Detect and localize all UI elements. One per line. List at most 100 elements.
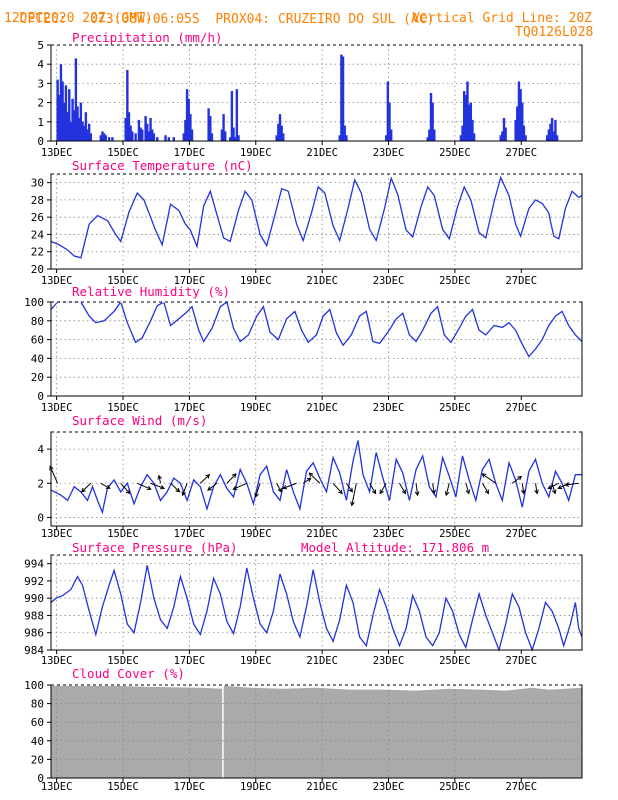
wind-arrow-head bbox=[308, 472, 314, 478]
x-tick-label: 17DEC bbox=[174, 275, 206, 287]
y-tick-label: 100 bbox=[24, 296, 44, 309]
precip-bar bbox=[172, 137, 175, 141]
y-tick-label: 990 bbox=[24, 592, 44, 605]
precip-bar bbox=[499, 135, 502, 141]
y-tick-label: 0 bbox=[37, 390, 44, 403]
wind-arrow bbox=[207, 482, 218, 491]
precip-bar bbox=[82, 125, 86, 141]
precip-bar bbox=[471, 119, 474, 141]
precip-bar bbox=[343, 125, 346, 141]
wind-arrow bbox=[369, 483, 377, 494]
precip-bar bbox=[182, 133, 185, 141]
precip-bar bbox=[522, 125, 526, 141]
x-tick-label: 15DEC bbox=[107, 781, 139, 793]
precip-bar bbox=[167, 137, 171, 141]
wind-arrow-head bbox=[254, 492, 259, 498]
wind-arrow-head bbox=[105, 484, 111, 489]
x-tick-label: 23DEC bbox=[373, 147, 405, 159]
wind_speed-line bbox=[50, 440, 582, 515]
precip-bar bbox=[504, 127, 507, 141]
wind-arrow bbox=[233, 482, 248, 490]
wind-arrow-head bbox=[232, 485, 238, 491]
precip-bar bbox=[233, 137, 237, 141]
x-tick-label: 25DEC bbox=[439, 147, 471, 159]
precip-bar bbox=[237, 135, 240, 141]
x-tick-label: 17DEC bbox=[174, 402, 206, 414]
x-tick-label: 19DEC bbox=[240, 275, 272, 287]
precip-bar bbox=[282, 133, 285, 141]
precip-bar bbox=[461, 125, 464, 141]
x-tick-label: 13DEC bbox=[41, 528, 73, 540]
precip-bar bbox=[101, 131, 104, 141]
precip-bar bbox=[164, 135, 167, 141]
precip-bar bbox=[144, 116, 147, 141]
precip-bar bbox=[229, 137, 232, 141]
precip-bar bbox=[104, 135, 107, 141]
wind-arrow-head bbox=[484, 489, 489, 495]
header-coords: 073:08W-06:05S bbox=[90, 12, 200, 27]
y-tick-label: 4 bbox=[37, 443, 44, 456]
precip-bar bbox=[555, 135, 559, 141]
precip-bar bbox=[280, 125, 283, 141]
precip-bar bbox=[516, 106, 519, 141]
x-tick-label: 27DEC bbox=[505, 402, 537, 414]
precip-bar bbox=[220, 129, 224, 141]
precip-bar bbox=[76, 106, 79, 141]
wind-arrow bbox=[432, 483, 435, 494]
x-tick-label: 25DEC bbox=[439, 781, 471, 793]
precip-bar bbox=[81, 121, 84, 141]
precip-bar bbox=[547, 129, 551, 141]
precip-bar bbox=[79, 102, 83, 141]
x-tick-label: 19DEC bbox=[240, 402, 272, 414]
wind-arrow-head bbox=[465, 489, 471, 495]
precip-bar bbox=[464, 94, 468, 141]
y-tick-label: 26 bbox=[31, 211, 44, 224]
precip-bar bbox=[514, 119, 517, 141]
y-tick-label: 1 bbox=[37, 116, 44, 129]
precip-bar bbox=[222, 114, 225, 141]
precip-bar bbox=[89, 133, 93, 141]
humidity-line bbox=[50, 300, 583, 358]
panel-frame bbox=[50, 301, 583, 397]
x-tick-label: 13DEC bbox=[41, 402, 73, 414]
wind-arrow bbox=[158, 475, 162, 484]
wind-arrow-head bbox=[81, 487, 86, 493]
y-tick-label: 4 bbox=[37, 58, 44, 71]
precip-bar bbox=[78, 117, 81, 141]
precip-bar bbox=[384, 135, 388, 141]
wind-arrow-head bbox=[401, 489, 406, 495]
panel-title: Surface Pressure (hPa) bbox=[72, 540, 238, 555]
precip-bar bbox=[107, 137, 111, 141]
precip-bar bbox=[467, 104, 471, 141]
precip-bar bbox=[338, 135, 341, 141]
precip-bar bbox=[524, 135, 527, 141]
x-tick-label: 15DEC bbox=[107, 655, 139, 667]
x-tick-label: 25DEC bbox=[439, 402, 471, 414]
precip-bar bbox=[111, 137, 114, 141]
x-tick-label: 21DEC bbox=[306, 275, 338, 287]
precip-bar bbox=[466, 81, 469, 141]
y-tick-label: 28 bbox=[31, 194, 44, 207]
x-tick-label: 21DEC bbox=[306, 528, 338, 540]
precip-bar bbox=[519, 89, 522, 141]
y-tick-label: 60 bbox=[31, 334, 44, 347]
header-line-1: CPTEC: 073:08W-06:05S PROX04: CRUZEIRO D… bbox=[4, 0, 435, 27]
precip-bar bbox=[209, 116, 212, 141]
precip-bar bbox=[71, 98, 74, 141]
y-tick-label: 20 bbox=[31, 263, 44, 276]
precip-bar bbox=[149, 117, 152, 141]
precip-bar bbox=[146, 123, 149, 141]
precip-bar bbox=[156, 137, 159, 141]
precip-bar bbox=[73, 110, 76, 141]
precip-bar bbox=[545, 135, 549, 141]
wind-arrow bbox=[81, 482, 92, 493]
x-tick-label: 27DEC bbox=[505, 528, 537, 540]
wind-arrow bbox=[120, 482, 131, 494]
wind-arrow bbox=[226, 473, 237, 484]
precip-bar bbox=[134, 133, 137, 141]
x-tick-label: 27DEC bbox=[505, 147, 537, 159]
precip-bar bbox=[137, 119, 141, 141]
precip-bar bbox=[388, 102, 391, 141]
precip-bar bbox=[56, 79, 59, 141]
precip-bar bbox=[230, 91, 234, 141]
